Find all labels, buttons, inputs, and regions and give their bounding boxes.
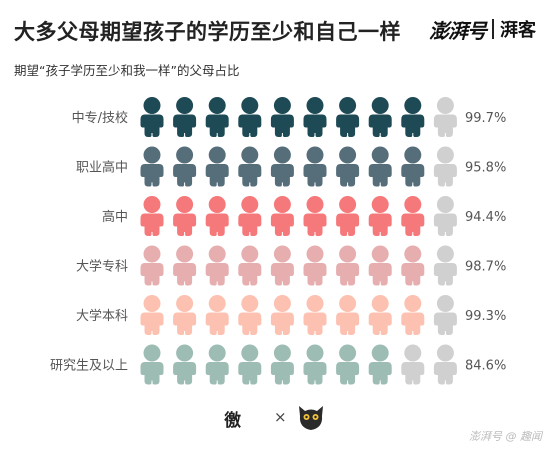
- person-icon: [205, 295, 229, 335]
- person-icon: [401, 146, 425, 187]
- brand-sub: 湃客: [500, 20, 536, 41]
- person-icon: [433, 344, 457, 385]
- person-icon: [173, 146, 197, 187]
- brand-logo: 澎湃号 湃客: [429, 14, 536, 44]
- person-icon: [205, 196, 229, 236]
- pictograph-row: 研究生及以上 84.6%: [50, 344, 506, 385]
- person-icon: [140, 344, 164, 385]
- owl-icon: [299, 406, 323, 430]
- person-icon: [433, 245, 457, 286]
- person-icon: [238, 295, 262, 335]
- value-label: 99.3%: [465, 309, 506, 324]
- person-icon: [270, 245, 294, 286]
- category-label: 大学专科: [76, 259, 128, 275]
- person-icon: [401, 344, 425, 385]
- pictograph-row: 大学本科 99.3%: [76, 295, 506, 335]
- person-icon: [368, 245, 392, 286]
- person-icon: [270, 344, 294, 385]
- pictograph-row: 高中 94.4%: [102, 196, 506, 236]
- person-icon: [173, 344, 197, 385]
- value-label: 99.7%: [465, 111, 506, 126]
- person-icon: [238, 196, 262, 236]
- person-icon: [336, 97, 360, 137]
- person-icon: [336, 245, 360, 286]
- person-icon: [368, 344, 392, 385]
- person-icon: [303, 97, 327, 137]
- person-icon: [368, 97, 392, 137]
- person-icon: [140, 196, 164, 236]
- person-icon: [140, 97, 164, 137]
- category-label: 职业高中: [76, 160, 128, 176]
- value-label: 95.8%: [465, 161, 506, 176]
- person-icon: [303, 196, 327, 236]
- person-icon: [401, 295, 425, 335]
- person-icon: [336, 344, 360, 385]
- person-icon: [401, 97, 425, 137]
- watermark: 澎湃号 @ 趣闻: [469, 430, 542, 443]
- value-label: 94.4%: [465, 210, 506, 225]
- chart-title: 大多父母期望孩子的学历至少和自己一样: [14, 20, 401, 44]
- person-icon: [140, 295, 164, 335]
- person-icon: [238, 245, 262, 286]
- person-icon: [173, 97, 197, 137]
- person-icon: [336, 196, 360, 236]
- category-label: 研究生及以上: [50, 359, 128, 374]
- person-icon: [270, 146, 294, 187]
- person-icon: [303, 245, 327, 286]
- footer-logo: 徼: [224, 411, 241, 431]
- person-icon: [336, 146, 360, 187]
- pictograph-row: 大学专科 98.7%: [76, 245, 506, 286]
- person-icon: [303, 344, 327, 385]
- person-icon: [433, 295, 457, 335]
- person-icon: [368, 295, 392, 335]
- person-icon: [303, 295, 327, 335]
- person-icon: [205, 97, 229, 137]
- category-label: 大学本科: [76, 308, 128, 324]
- footer-separator: ×: [274, 408, 287, 426]
- person-icon: [205, 146, 229, 187]
- person-icon: [433, 196, 457, 236]
- pictograph-chart: 中专/技校 99.7% 职业高中 95.8% 高中 94.4% 大学专科 98.7% 大学本科 9…: [50, 97, 506, 385]
- value-label: 98.7%: [465, 260, 506, 275]
- person-icon: [336, 295, 360, 335]
- person-icon: [368, 146, 392, 187]
- chart-subtitle: 期望“孩子学历至少和我一样”的父母占比: [14, 63, 240, 78]
- brand-main: 澎湃号: [429, 18, 487, 43]
- person-icon: [238, 146, 262, 187]
- person-icon: [205, 245, 229, 286]
- person-icon: [401, 196, 425, 236]
- person-icon: [401, 245, 425, 286]
- category-label: 中专/技校: [72, 110, 128, 126]
- pictograph-row: 中专/技校 99.7%: [72, 97, 506, 137]
- brand-divider: [492, 19, 494, 39]
- person-icon: [368, 196, 392, 236]
- person-icon: [270, 295, 294, 335]
- pictograph-row: 职业高中 95.8%: [76, 146, 506, 187]
- person-icon: [140, 245, 164, 286]
- person-icon: [270, 196, 294, 236]
- person-icon: [173, 295, 197, 335]
- person-icon: [433, 146, 457, 187]
- person-icon: [270, 97, 294, 137]
- person-icon: [303, 146, 327, 187]
- value-label: 84.6%: [465, 359, 506, 374]
- person-icon: [173, 245, 197, 286]
- person-icon: [140, 146, 164, 187]
- person-icon: [238, 97, 262, 137]
- person-icon: [173, 196, 197, 236]
- person-icon: [433, 97, 457, 137]
- person-icon: [238, 344, 262, 385]
- person-icon: [205, 344, 229, 385]
- category-label: 高中: [102, 209, 128, 225]
